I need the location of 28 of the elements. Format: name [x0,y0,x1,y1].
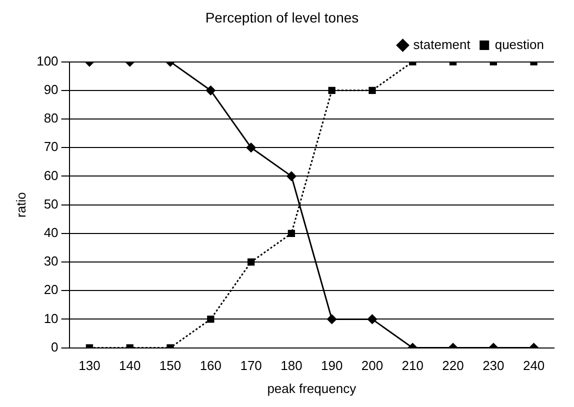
y-tick-label: 40 [44,224,58,240]
x-tick-label: 130 [78,358,100,374]
x-tick-label: 220 [442,358,464,374]
x-tick-label: 200 [361,358,384,374]
x-tick-label: 230 [482,358,504,374]
x-tick-label: 190 [320,358,343,374]
x-tick-label: 160 [200,358,222,374]
y-tick-label: 50 [44,196,58,212]
x-tick-label: 150 [159,358,182,374]
x-tick-label: 240 [522,358,545,374]
y-tick-label: 90 [44,82,58,97]
y-tick-label: 30 [44,254,58,269]
legend-label: statement [413,36,471,52]
chart-title: Perception of level tones [205,9,359,26]
x-tick-label: 210 [402,358,424,374]
x-tick-label: 170 [240,358,262,374]
y-tick-label: 0 [51,339,58,354]
y-axis-title: ratio [13,192,28,218]
legend-label: question [494,36,544,52]
y-tick-label: 60 [44,168,58,183]
x-axis-title: peak frequency [267,380,357,396]
y-tick-label: 100 [36,53,58,68]
x-tick-label: 140 [119,358,141,374]
y-tick-label: 20 [44,282,58,298]
y-tick-label: 70 [44,139,58,154]
x-tick-label: 180 [280,358,302,374]
y-tick-label: 80 [44,110,58,126]
y-tick-label: 10 [44,310,58,326]
